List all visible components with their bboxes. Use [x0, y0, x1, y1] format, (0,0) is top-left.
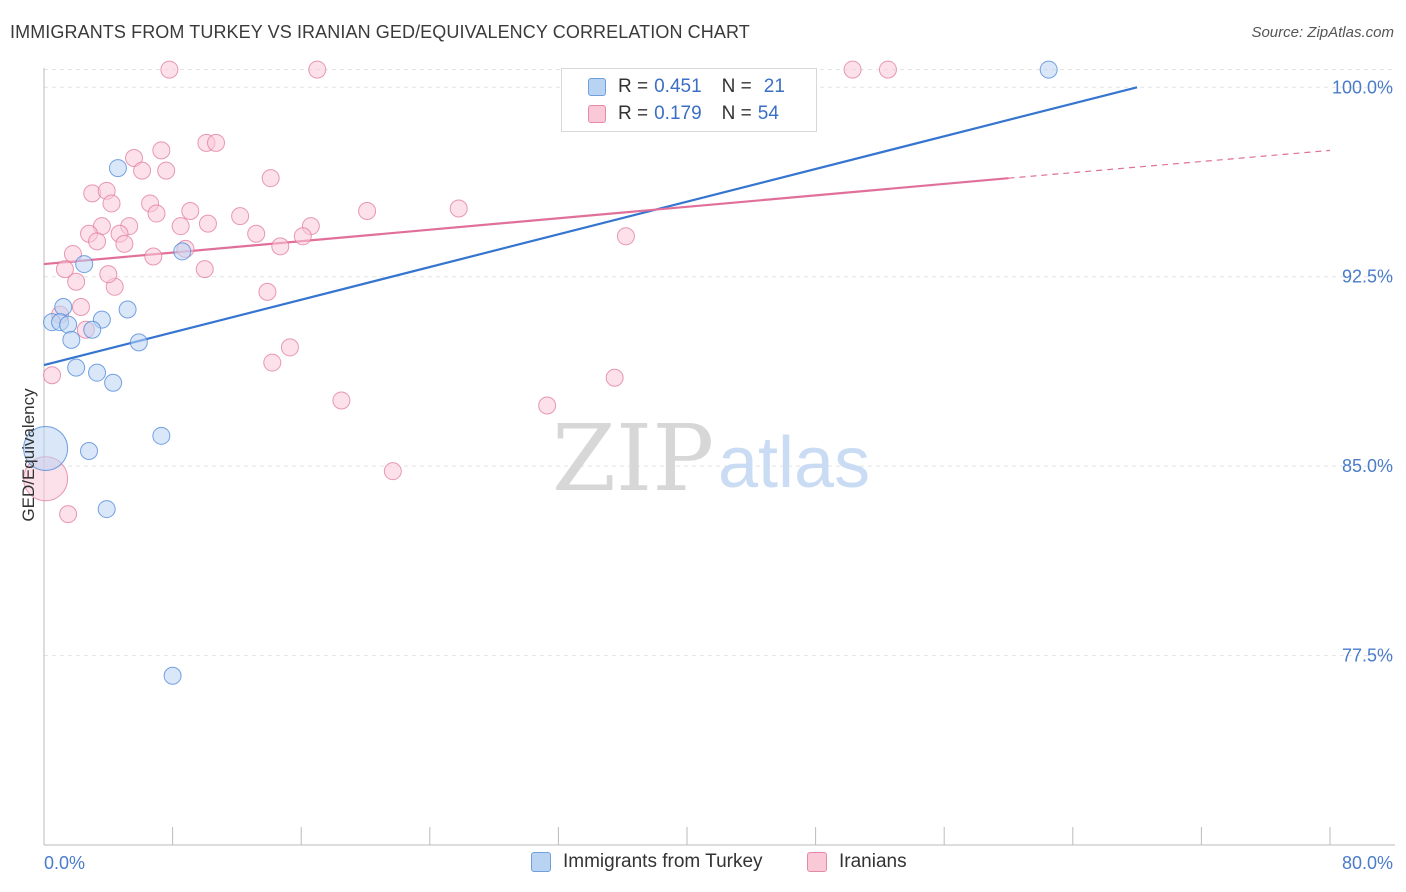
point-iranians	[144, 247, 163, 266]
trend-line-turkey	[43, 86, 1138, 367]
point-iranians	[293, 227, 312, 246]
series-legend: Immigrants from Turkey Iranians	[0, 851, 1406, 877]
point-iranians	[449, 199, 468, 218]
x-tick-label: 80.0%	[1342, 853, 1393, 873]
point-iranians	[59, 505, 78, 524]
point-iranians	[258, 282, 277, 301]
y-tick-label: 77.5%	[1342, 646, 1393, 666]
legend-swatch-turkey	[588, 78, 606, 96]
point-turkey	[1039, 60, 1058, 79]
point-iranians	[160, 60, 179, 79]
point-iranians	[605, 368, 624, 387]
legend-n-value: 54	[757, 103, 779, 124]
point-iranians	[616, 227, 635, 246]
legend-item-turkey[interactable]: Immigrants from Turkey	[531, 851, 763, 873]
point-turkey	[97, 500, 116, 519]
point-iranians	[247, 224, 266, 243]
watermark-atlas: atlas	[718, 423, 870, 503]
point-turkey	[104, 373, 123, 392]
y-tick-label: 85.0%	[1342, 456, 1393, 476]
trend-line-extension	[1008, 149, 1331, 179]
point-turkey	[108, 159, 127, 178]
point-iranians	[55, 260, 74, 279]
legend-swatch-iranians	[588, 105, 606, 123]
point-iranians	[157, 161, 176, 180]
point-iranians	[171, 217, 190, 236]
legend-r-value: 0.179	[654, 103, 702, 124]
legend-swatch-iranians	[807, 852, 827, 872]
stats-legend: R = 0.451 N = 21 R = 0.179 N = 54	[561, 68, 817, 132]
point-turkey	[173, 242, 192, 261]
source-credit: Source: ZipAtlas.com	[1251, 24, 1394, 41]
axes	[43, 68, 1395, 846]
point-iranians	[207, 133, 226, 152]
point-iranians	[332, 391, 351, 410]
point-iranians	[383, 462, 402, 481]
point-turkey	[75, 255, 94, 274]
point-turkey	[83, 320, 102, 339]
trend-lines	[43, 86, 1331, 367]
point-iranians	[102, 194, 121, 213]
legend-n-label: N =	[721, 76, 752, 97]
legend-r-label: R =	[618, 76, 649, 97]
point-turkey	[54, 298, 73, 317]
point-iranians	[181, 202, 200, 221]
point-iranians	[878, 60, 897, 79]
point-turkey	[163, 666, 182, 685]
y-tick-label: 92.5%	[1342, 267, 1393, 287]
point-iranians	[231, 207, 250, 226]
point-iranians	[195, 260, 214, 279]
point-iranians	[358, 202, 377, 221]
legend-item-iranians[interactable]: Iranians	[807, 851, 907, 873]
data-points	[23, 60, 1058, 685]
point-iranians	[263, 353, 282, 372]
point-iranians	[133, 161, 152, 180]
point-turkey	[67, 358, 86, 377]
point-turkey	[88, 363, 107, 382]
point-iranians	[88, 232, 107, 251]
chart-title: IMMIGRANTS FROM TURKEY VS IRANIAN GED/EQ…	[10, 22, 750, 42]
y-tick-label: 100.0%	[1332, 77, 1393, 97]
point-iranians	[843, 60, 862, 79]
legend-label-iranians: Iranians	[839, 851, 907, 872]
point-iranians	[63, 244, 82, 263]
watermark: ZIP atlas	[552, 405, 870, 512]
grid-lines	[44, 69, 1395, 657]
point-iranians	[125, 148, 144, 167]
point-iranians	[147, 204, 166, 223]
point-turkey	[152, 426, 171, 445]
point-turkey	[23, 425, 69, 471]
point-iranians	[261, 169, 280, 188]
tick-labels: 77.5% 85.0% 92.5% 100.0% 0.0% 80.0%	[44, 77, 1393, 873]
y-axis-label: GED/Equivalency	[19, 388, 38, 522]
point-turkey	[80, 441, 99, 460]
legend-n-label: N =	[721, 103, 752, 124]
legend-r-label: R =	[618, 103, 649, 124]
point-iranians	[280, 338, 299, 357]
point-iranians	[43, 366, 62, 385]
point-iranians	[308, 60, 327, 79]
legend-row-turkey: R = 0.451 N = 21	[588, 74, 791, 100]
legend-n-value: 21	[763, 76, 785, 97]
x-tick-label: 0.0%	[44, 853, 85, 873]
legend-swatch-turkey	[531, 852, 551, 872]
point-iranians	[67, 272, 86, 291]
point-iranians	[71, 298, 90, 317]
point-turkey	[129, 333, 148, 352]
legend-label-turkey: Immigrants from Turkey	[563, 851, 763, 872]
point-turkey	[59, 315, 78, 334]
point-turkey	[118, 300, 137, 319]
legend-row-iranians: R = 0.179 N = 54	[588, 101, 785, 127]
point-iranians	[99, 265, 118, 284]
point-iranians	[198, 214, 217, 233]
watermark-zip: ZIP	[552, 405, 714, 512]
point-iranians	[152, 141, 171, 160]
point-iranians	[115, 234, 134, 253]
legend-r-value: 0.451	[654, 76, 702, 97]
point-iranians	[538, 396, 557, 415]
point-iranians	[271, 237, 290, 256]
trend-line-iranians	[43, 177, 1009, 266]
point-turkey	[62, 330, 81, 349]
